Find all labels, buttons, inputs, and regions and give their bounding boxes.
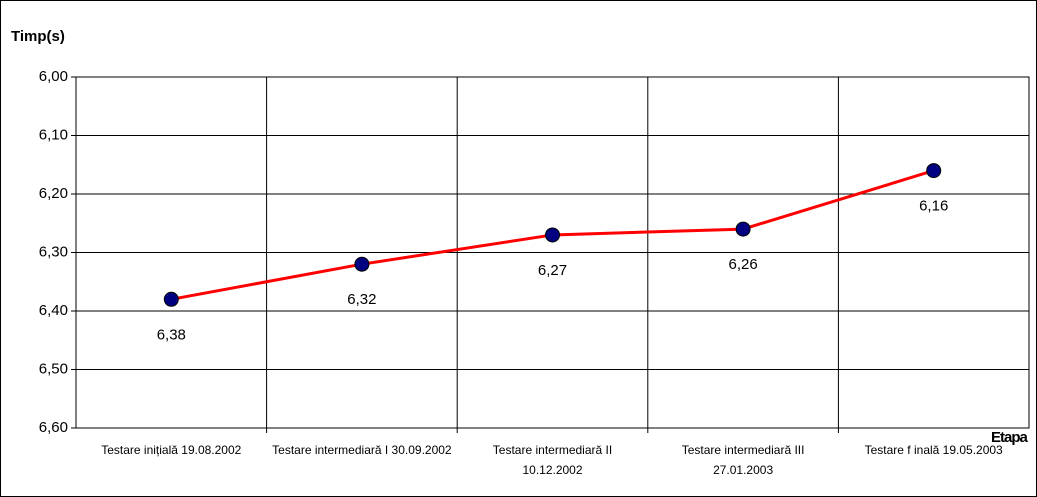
y-tick-label: 6,30	[39, 243, 68, 260]
y-tick-label: 6,60	[39, 419, 68, 436]
data-label: 6,38	[157, 326, 186, 343]
point	[163, 291, 179, 307]
y-axis-title: Timp(s)	[11, 28, 65, 45]
x-tick-label: Testare f inală 19.05.2003	[864, 443, 1003, 457]
plot-area	[75, 76, 1030, 429]
point	[354, 256, 370, 272]
y-tick-label: 6,40	[39, 302, 68, 319]
x-tick-label: Testare inițială 19.08.2002	[101, 443, 242, 457]
x-tick-label: Testare intermediară II 10.12.2002	[492, 443, 613, 477]
data-label: 6,32	[347, 291, 376, 308]
point	[926, 163, 942, 179]
point	[545, 227, 560, 243]
x-tick-label: Testare intermediară I 30.09.2002	[272, 443, 452, 457]
x-axis-title: Etapa	[991, 429, 1029, 446]
data-label: 6,16	[919, 198, 948, 215]
data-label: 6,26	[728, 256, 757, 273]
y-tick-label: 6,00	[39, 68, 68, 85]
y-tick-label: 6,50	[39, 360, 68, 377]
y-tick-label: 6,10	[39, 126, 68, 143]
point	[735, 221, 751, 237]
x-tick-label: Testare intermediară III 27.01.2003	[681, 443, 805, 477]
data-label: 6,27	[538, 262, 567, 279]
y-tick-label: 6,20	[39, 185, 68, 202]
